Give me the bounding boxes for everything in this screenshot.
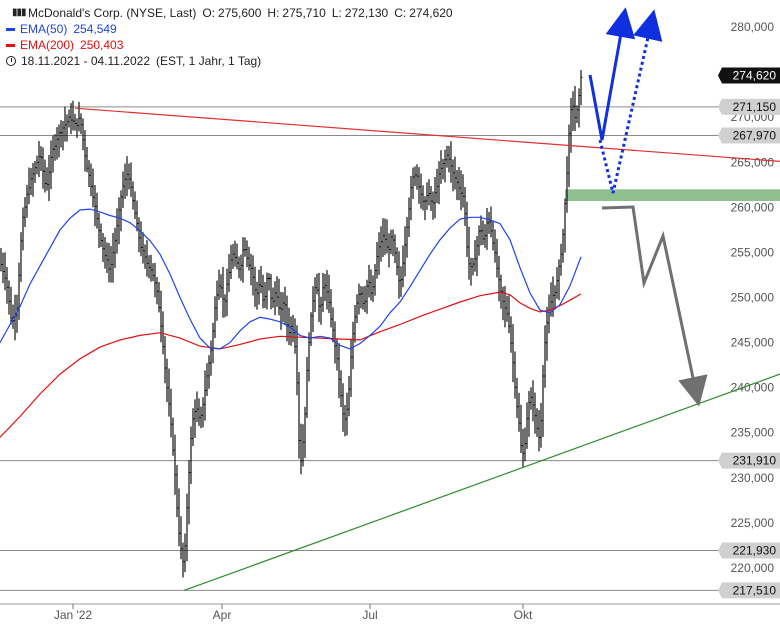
price-level-badge-label: 271,150 (733, 100, 777, 114)
open-value: 275,600 (218, 6, 262, 20)
low-value: 272,130 (344, 6, 389, 20)
y-tick-label: 255,000 (731, 245, 775, 259)
price-level-badge-label: 267,970 (733, 128, 777, 142)
y-tick-label: 250,000 (731, 290, 775, 304)
y-tick-label: 220,000 (731, 561, 775, 575)
y-tick-label: 240,000 (731, 381, 775, 395)
open-label: O: (202, 6, 216, 20)
resistance-trendline (74, 107, 780, 162)
period-range: 18.11.2021 - 04.11.2022 (21, 54, 150, 68)
x-tick-label: Apr (213, 608, 232, 622)
chart-legend: ▮▮▮ McDonald's Corp. (NYSE, Last) O: 275,… (6, 5, 453, 69)
close-value: 274,620 (409, 6, 453, 20)
ema200-label: EMA(200) (20, 38, 75, 52)
y-tick-label: 225,000 (731, 516, 775, 530)
period-info: (EST, 1 Jahr, 1 Tag) (156, 54, 262, 68)
y-tick-label: 265,000 (731, 155, 775, 169)
price-level-badge-bg (718, 452, 780, 469)
legend-ema200-row: EMA(200) 250,403 (6, 37, 453, 53)
price-level-badge-bg (718, 582, 780, 599)
last-price-badge-bg (718, 67, 780, 84)
ema200-value: 250,403 (80, 38, 124, 52)
price-level-badge-bg (718, 98, 780, 115)
bullish-alt-scenario-arrow (598, 9, 663, 194)
y-tick-label: 230,000 (731, 471, 775, 485)
legend-ohlc-row: ▮▮▮ McDonald's Corp. (NYSE, Last) O: 275,… (6, 5, 453, 21)
instrument-title: McDonald's Corp. (NYSE, Last) (28, 6, 197, 20)
ema50-line (0, 208, 582, 350)
x-tick-label: Okt (514, 608, 533, 622)
y-tick-label: 245,000 (731, 336, 775, 350)
y-tick-label: 260,000 (731, 200, 775, 214)
price-level-badge-bg (718, 127, 780, 144)
x-tick-label: Jul (362, 608, 377, 622)
bullish-scenario-arrow (588, 7, 636, 141)
bearish-scenario-arrow (601, 205, 708, 407)
y-tick-label: 280,000 (731, 20, 775, 34)
low-label: L: (331, 6, 342, 20)
price-level-badge-label: 231,910 (733, 454, 777, 468)
price-level-badge-label: 217,510 (733, 583, 777, 597)
target-zone (565, 189, 780, 202)
high-label: H: (267, 6, 280, 20)
ema50-swatch (6, 27, 15, 31)
legend-ema50-row: EMA(50) 254,549 (6, 21, 453, 37)
ema50-value: 254,549 (73, 22, 117, 36)
clock-icon (6, 56, 16, 66)
support-trendline (183, 373, 780, 592)
x-tick-label: Jan '22 (54, 608, 93, 622)
ema200-line (0, 291, 582, 438)
high-value: 275,710 (282, 6, 326, 20)
ema50-label: EMA(50) (20, 22, 68, 36)
price-level-badge-label: 221,930 (733, 544, 777, 558)
close-label: C: (394, 6, 407, 20)
price-level-badge-bg (718, 542, 780, 559)
bar-chart-icon: ▮▮▮ (12, 7, 27, 18)
ema200-swatch (6, 43, 15, 47)
y-tick-label: 235,000 (731, 426, 775, 440)
legend-period-row: 18.11.2021 - 04.11.2022 (EST, 1 Jahr, 1 … (6, 53, 453, 69)
last-price-badge-label: 274,620 (733, 69, 777, 83)
